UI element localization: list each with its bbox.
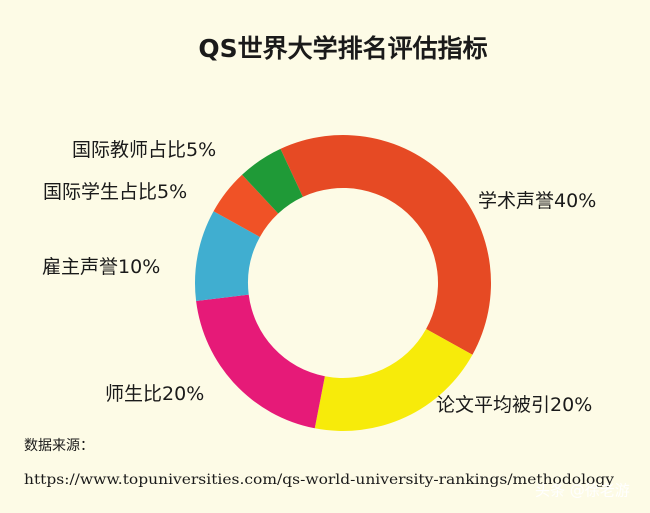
segment-label: 师生比20% bbox=[105, 383, 204, 405]
segment-label: 论文平均被引20% bbox=[436, 394, 592, 416]
donut-segment bbox=[280, 135, 491, 355]
category-label: 论文平均被引 bbox=[436, 394, 550, 416]
category-label: 师生比 bbox=[105, 383, 162, 405]
category-label: 学术声誉 bbox=[478, 190, 554, 212]
donut-segment bbox=[196, 294, 325, 429]
value-label: 5% bbox=[157, 181, 187, 203]
value-label: 10% bbox=[118, 256, 160, 278]
category-label: 国际学生占比 bbox=[43, 181, 157, 203]
segment-label: 国际学生占比5% bbox=[43, 181, 187, 203]
chart-title: QS世界大学排名评估指标 bbox=[198, 34, 487, 63]
donut-segment bbox=[213, 174, 279, 237]
value-label: 40% bbox=[554, 190, 596, 212]
segment-label: 雇主声誉10% bbox=[42, 256, 160, 278]
value-label: 20% bbox=[162, 383, 204, 405]
donut-segment bbox=[242, 148, 303, 214]
donut-segment bbox=[195, 211, 260, 302]
watermark: 头条 @徐老游 bbox=[535, 482, 630, 500]
category-label: 雇主声誉 bbox=[42, 256, 118, 278]
value-label: 20% bbox=[550, 394, 592, 416]
segment-label: 学术声誉40% bbox=[478, 190, 596, 212]
source-label: 数据来源： bbox=[24, 438, 94, 454]
donut-segment bbox=[314, 329, 473, 431]
segment-label: 国际教师占比5% bbox=[72, 139, 216, 161]
value-label: 5% bbox=[186, 139, 216, 161]
category-label: 国际教师占比 bbox=[72, 139, 186, 161]
source-url: https://www.topuniversities.com/qs-world… bbox=[24, 472, 614, 488]
